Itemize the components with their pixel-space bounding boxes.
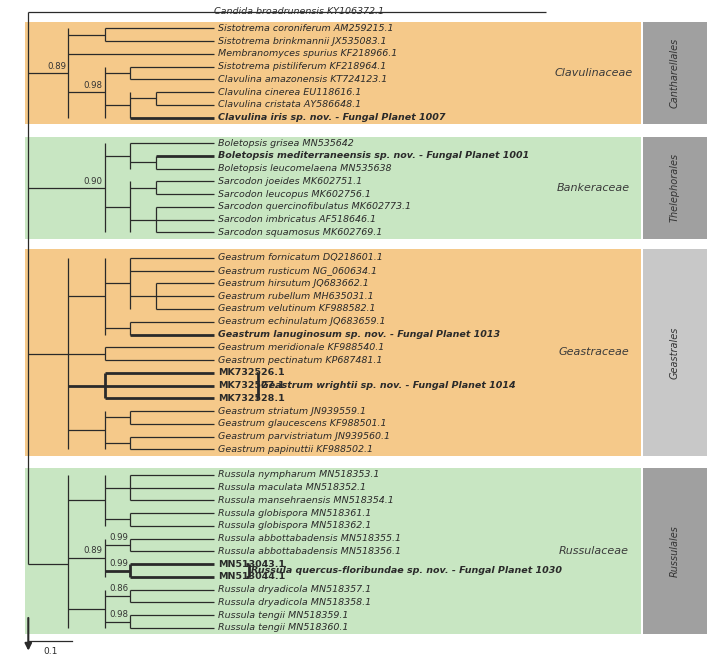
Text: MK732526.1: MK732526.1 bbox=[218, 368, 284, 377]
Text: 0.98: 0.98 bbox=[109, 610, 128, 619]
Text: Boletopsis leucomelaena MN535638: Boletopsis leucomelaena MN535638 bbox=[218, 164, 391, 173]
Text: Clavulina amazonensis KT724123.1: Clavulina amazonensis KT724123.1 bbox=[218, 75, 387, 84]
Text: 0.99: 0.99 bbox=[109, 533, 128, 543]
Text: Geastraceae: Geastraceae bbox=[558, 347, 629, 357]
Text: Geastrum parvistriatum JN939560.1: Geastrum parvistriatum JN939560.1 bbox=[218, 432, 390, 441]
Text: Geastrum striatum JN939559.1: Geastrum striatum JN939559.1 bbox=[218, 407, 366, 415]
Text: Russula tengii MN518360.1: Russula tengii MN518360.1 bbox=[218, 624, 349, 632]
Text: Geastrum meridionale KF988540.1: Geastrum meridionale KF988540.1 bbox=[218, 343, 384, 352]
Text: Russulaceae: Russulaceae bbox=[558, 547, 629, 557]
Text: 0.89: 0.89 bbox=[83, 546, 103, 555]
Text: Sarcodon quercinofibulatus MK602773.1: Sarcodon quercinofibulatus MK602773.1 bbox=[218, 203, 411, 211]
Text: Geastrum fornicatum DQ218601.1: Geastrum fornicatum DQ218601.1 bbox=[218, 254, 383, 262]
Text: Russula mansehraensis MN518354.1: Russula mansehraensis MN518354.1 bbox=[218, 496, 394, 505]
Text: Candida broadrunensis KY106372.1: Candida broadrunensis KY106372.1 bbox=[215, 7, 384, 16]
Bar bbox=[25, 136, 546, 239]
Text: Russula globispora MN518361.1: Russula globispora MN518361.1 bbox=[218, 508, 371, 518]
Text: 0.90: 0.90 bbox=[83, 177, 103, 186]
Text: Russulales: Russulales bbox=[670, 525, 680, 577]
Text: Clavulinaceae: Clavulinaceae bbox=[555, 68, 632, 78]
Text: Membranomyces spurius KF218966.1: Membranomyces spurius KF218966.1 bbox=[218, 50, 397, 58]
Text: Geastrum echinulatum JQ683659.1: Geastrum echinulatum JQ683659.1 bbox=[218, 317, 386, 326]
Text: Thelephorales: Thelephorales bbox=[670, 153, 680, 222]
Text: Russula globispora MN518362.1: Russula globispora MN518362.1 bbox=[218, 521, 371, 531]
Text: Sarcodon joeides MK602751.1: Sarcodon joeides MK602751.1 bbox=[218, 177, 362, 186]
Text: Sarcodon imbricatus AF518646.1: Sarcodon imbricatus AF518646.1 bbox=[218, 215, 376, 224]
Text: Russula dryadicola MN518357.1: Russula dryadicola MN518357.1 bbox=[218, 585, 371, 594]
Text: Russula abbottabadensis MN518355.1: Russula abbottabadensis MN518355.1 bbox=[218, 534, 401, 543]
Bar bbox=[643, 22, 707, 124]
Text: Boletopsis mediterraneensis sp. nov. - Fungal Planet 1001: Boletopsis mediterraneensis sp. nov. - F… bbox=[218, 151, 529, 161]
Text: Cantharellales: Cantharellales bbox=[670, 38, 680, 108]
Text: 0.99: 0.99 bbox=[109, 559, 128, 568]
Text: MN513044.1: MN513044.1 bbox=[218, 573, 285, 581]
Text: Geastrum papinuttii KF988502.1: Geastrum papinuttii KF988502.1 bbox=[218, 445, 373, 454]
Bar bbox=[546, 468, 641, 634]
Text: Clavulina cristata AY586648.1: Clavulina cristata AY586648.1 bbox=[218, 100, 361, 109]
Text: Geastrales: Geastrales bbox=[670, 326, 680, 379]
Text: Russula nympharum MN518353.1: Russula nympharum MN518353.1 bbox=[218, 470, 379, 480]
Text: Sistotrema brinkmannii JX535083.1: Sistotrema brinkmannii JX535083.1 bbox=[218, 37, 386, 45]
Text: MK732527.1: MK732527.1 bbox=[218, 381, 284, 390]
Bar bbox=[643, 249, 707, 456]
Text: MK732528.1: MK732528.1 bbox=[218, 394, 284, 403]
Text: Geastrum rubellum MH635031.1: Geastrum rubellum MH635031.1 bbox=[218, 292, 374, 301]
Bar bbox=[546, 136, 641, 239]
Bar bbox=[546, 249, 641, 456]
Bar bbox=[643, 136, 707, 239]
Text: Russula dryadicola MN518358.1: Russula dryadicola MN518358.1 bbox=[218, 598, 371, 607]
Text: Geastrum rusticum NG_060634.1: Geastrum rusticum NG_060634.1 bbox=[218, 266, 377, 275]
Text: Boletopsis grisea MN535642: Boletopsis grisea MN535642 bbox=[218, 138, 354, 148]
Text: Geastrum pectinatum KP687481.1: Geastrum pectinatum KP687481.1 bbox=[218, 355, 382, 365]
Text: Geastrum lanuginosum sp. nov. - Fungal Planet 1013: Geastrum lanuginosum sp. nov. - Fungal P… bbox=[218, 330, 500, 339]
Text: Sistotrema pistiliferum KF218964.1: Sistotrema pistiliferum KF218964.1 bbox=[218, 62, 386, 71]
Bar bbox=[643, 468, 707, 634]
Text: Clavulina iris sp. nov. - Fungal Planet 1007: Clavulina iris sp. nov. - Fungal Planet … bbox=[218, 113, 446, 122]
Bar bbox=[25, 249, 546, 456]
Bar bbox=[546, 22, 641, 124]
Text: Geastrum wrightii sp. nov. - Fungal Planet 1014: Geastrum wrightii sp. nov. - Fungal Plan… bbox=[261, 381, 515, 390]
Bar bbox=[25, 468, 546, 634]
Text: 0.1: 0.1 bbox=[43, 647, 57, 656]
Text: MN513043.1: MN513043.1 bbox=[218, 560, 285, 569]
Text: Russula quercus-floribundae sp. nov. - Fungal Planet 1030: Russula quercus-floribundae sp. nov. - F… bbox=[252, 566, 563, 575]
Text: Bankeraceae: Bankeraceae bbox=[557, 183, 630, 193]
Text: Russula tengii MN518359.1: Russula tengii MN518359.1 bbox=[218, 611, 349, 619]
Text: Sarcodon leucopus MK602756.1: Sarcodon leucopus MK602756.1 bbox=[218, 189, 371, 199]
Text: 0.98: 0.98 bbox=[83, 81, 103, 90]
Text: Geastrum glaucescens KF988501.1: Geastrum glaucescens KF988501.1 bbox=[218, 419, 386, 428]
Text: Sarcodon squamosus MK602769.1: Sarcodon squamosus MK602769.1 bbox=[218, 228, 382, 237]
Text: Geastrum hirsutum JQ683662.1: Geastrum hirsutum JQ683662.1 bbox=[218, 279, 369, 288]
Text: Sistotrema coroniferum AM259215.1: Sistotrema coroniferum AM259215.1 bbox=[218, 24, 394, 33]
Text: 0.89: 0.89 bbox=[47, 62, 66, 71]
Bar bbox=[25, 22, 546, 124]
Text: Clavulina cinerea EU118616.1: Clavulina cinerea EU118616.1 bbox=[218, 88, 361, 96]
Text: Geastrum velutinum KF988582.1: Geastrum velutinum KF988582.1 bbox=[218, 304, 376, 314]
Text: 0.86: 0.86 bbox=[109, 585, 128, 593]
Text: Russula maculata MN518352.1: Russula maculata MN518352.1 bbox=[218, 483, 366, 492]
Text: Russula abbottabadensis MN518356.1: Russula abbottabadensis MN518356.1 bbox=[218, 547, 401, 556]
